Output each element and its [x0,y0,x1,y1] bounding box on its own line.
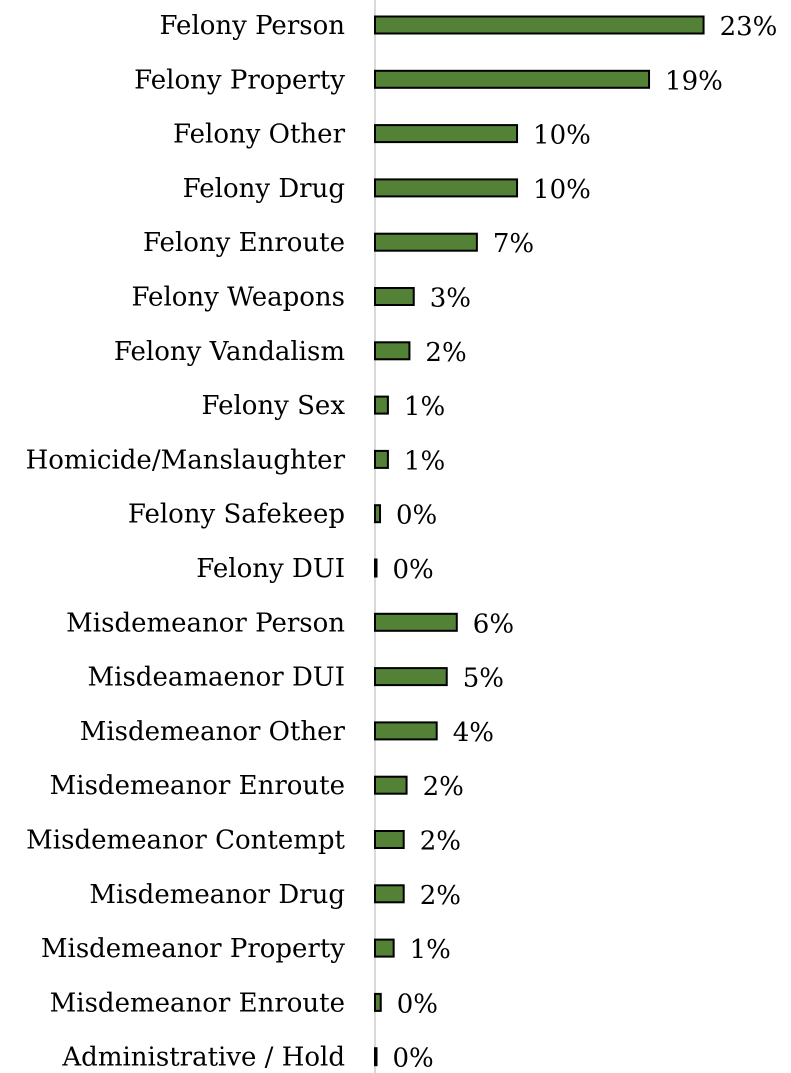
bar [374,938,395,958]
bar [374,15,705,35]
data-label: 0% [393,1044,434,1073]
category-label: Misdemeanor Person [66,608,345,638]
data-label: 23% [720,12,778,42]
bar [374,1047,378,1067]
category-label: Felony Other [173,120,346,150]
bar [374,884,405,904]
category-label: Homicide/Manslaughter [26,445,346,475]
bar [374,667,448,687]
category-label: Felony DUI [196,554,345,584]
data-label: 10% [533,121,591,151]
bar [374,449,389,469]
category-label: Misdemeanor Drug [89,880,345,910]
bar [374,775,408,795]
data-label: 3% [430,284,471,314]
data-label: 2% [423,772,464,802]
bar [374,558,378,578]
bar [374,287,415,306]
category-label: Felony Property [134,65,345,95]
category-label: Misdeamaenor DUI [88,663,345,693]
category-label: Felony Enroute [143,228,345,258]
bar [374,612,458,632]
category-label: Misdemeanor Enroute [50,771,345,801]
data-label: 7% [493,229,534,259]
bar [374,178,519,198]
category-label: Felony Sex [201,391,345,421]
data-label: 2% [420,827,461,857]
bar [374,504,382,524]
bar [374,395,389,415]
category-label: Misdemeanor Enroute [50,988,345,1018]
category-label: Felony Weapons [131,283,345,313]
data-label: 0% [393,555,434,585]
data-label: 0% [396,501,437,531]
data-label: 0% [397,989,438,1019]
category-label: Felony Person [159,11,345,41]
bar [374,341,411,361]
category-label: Administrative / Hold [61,1043,345,1073]
bar [374,232,478,252]
category-label: Misdemeanor Other [80,717,346,747]
category-label: Felony Drug [183,174,345,204]
data-label: 1% [410,935,451,965]
data-label: 2% [420,881,461,911]
bar [374,721,438,741]
bar [374,830,405,849]
bar [374,69,651,89]
data-label: 19% [665,66,723,96]
category-label: Felony Vandalism [114,337,345,367]
data-label: 2% [425,338,466,368]
data-label: 6% [473,609,514,639]
category-label: Felony Safekeep [128,500,345,530]
data-label: 4% [453,718,494,748]
bar [374,124,519,144]
data-label: 1% [404,446,445,476]
data-label: 10% [533,175,591,205]
bar [374,992,382,1012]
data-label: 5% [463,664,504,694]
data-label: 1% [404,392,445,422]
category-label: Misdemeanor Contempt [26,826,345,856]
category-label: Misdemeanor Property [41,934,345,964]
